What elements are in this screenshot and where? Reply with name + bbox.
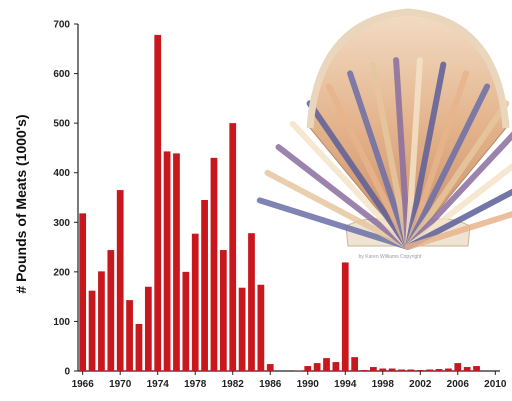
bar-1992 bbox=[323, 358, 330, 371]
x-tick-label: 1970 bbox=[109, 379, 132, 390]
y-tick-label: 400 bbox=[53, 168, 70, 179]
bar-1980 bbox=[210, 157, 218, 371]
bar-1984 bbox=[248, 233, 255, 371]
x-tick-label: 1998 bbox=[372, 379, 395, 390]
bar-1978 bbox=[191, 233, 199, 371]
bar-1996 bbox=[360, 370, 368, 371]
bar-1985 bbox=[257, 284, 265, 371]
bar-1968 bbox=[98, 271, 105, 371]
bar-1967 bbox=[88, 290, 96, 371]
bar-1997 bbox=[370, 367, 377, 371]
bar-2002 bbox=[416, 370, 424, 371]
bar-1993 bbox=[332, 362, 340, 371]
shell-rib bbox=[405, 83, 491, 250]
bar-1969 bbox=[107, 250, 115, 371]
bar-1966 bbox=[79, 213, 87, 371]
y-tick-label: 100 bbox=[53, 317, 70, 328]
y-axis-title: # Pounds of Meats (1000's) bbox=[13, 114, 29, 293]
x-tick-label: 1990 bbox=[297, 379, 320, 390]
bar-2004 bbox=[435, 369, 443, 371]
shell-rib bbox=[306, 100, 411, 250]
shell-rib bbox=[405, 57, 423, 250]
bar-1972 bbox=[135, 323, 143, 371]
shell-rib bbox=[405, 211, 512, 250]
bar-1989 bbox=[295, 370, 302, 371]
shell-rib bbox=[347, 70, 411, 250]
bar-1973 bbox=[144, 286, 152, 371]
x-tick-label: 1966 bbox=[72, 379, 95, 390]
bar-2007 bbox=[463, 367, 471, 371]
bar-2001 bbox=[407, 369, 415, 371]
shell-rib bbox=[405, 70, 469, 250]
x-tick-label: 1986 bbox=[259, 379, 282, 390]
shell-rib bbox=[289, 120, 411, 250]
y-tick-label: 0 bbox=[64, 367, 70, 378]
y-tick-label: 700 bbox=[53, 20, 70, 31]
bar-1991 bbox=[313, 363, 321, 371]
bar-1971 bbox=[126, 300, 133, 371]
bar-1994 bbox=[341, 262, 349, 371]
bar-1976 bbox=[173, 153, 180, 371]
y-tick-label: 300 bbox=[53, 218, 70, 229]
shell-rib bbox=[275, 144, 411, 250]
bar-1990 bbox=[304, 366, 312, 371]
shell-rib bbox=[405, 131, 512, 250]
y-axis-ticks: 0 100 200 300 400 500 600 700 bbox=[53, 20, 78, 378]
x-tick-label: 2006 bbox=[447, 379, 470, 390]
bar-1974 bbox=[154, 34, 162, 371]
bar-1999 bbox=[388, 368, 396, 371]
y-tick-label: 600 bbox=[53, 69, 70, 80]
x-tick-label: 1994 bbox=[334, 379, 357, 390]
x-tick-label: 1978 bbox=[184, 379, 207, 390]
y-tick-label: 200 bbox=[53, 267, 70, 278]
y-tick-label: 500 bbox=[53, 119, 70, 130]
shell-rim bbox=[306, 8, 510, 129]
scallop-shell-illustration bbox=[256, 8, 512, 250]
bar-1979 bbox=[201, 199, 208, 371]
bar-1983 bbox=[238, 287, 246, 371]
bar-2000 bbox=[398, 369, 405, 371]
x-tick-label: 1974 bbox=[147, 379, 170, 390]
shell-rib bbox=[405, 100, 510, 250]
bar-1975 bbox=[163, 151, 171, 371]
x-tick-label: 2010 bbox=[484, 379, 507, 390]
bar-2005 bbox=[445, 368, 452, 371]
shell-rib bbox=[369, 61, 411, 250]
bar-1986 bbox=[266, 364, 274, 371]
x-axis-ticks: 1966 1970 1974 1978 1982 1986 1990 1994 1998 2002… bbox=[72, 371, 507, 390]
bar-1995 bbox=[351, 357, 359, 371]
bar-1982 bbox=[229, 123, 237, 371]
shell-rib bbox=[325, 83, 411, 250]
shell-rib bbox=[256, 197, 411, 250]
x-tick-label: 2002 bbox=[409, 379, 432, 390]
shell-rib bbox=[405, 188, 512, 250]
bar-1970 bbox=[116, 190, 124, 371]
bar-1977 bbox=[182, 271, 190, 371]
shell-rib bbox=[393, 57, 411, 250]
shell-rib bbox=[405, 162, 512, 250]
bar-2008 bbox=[473, 366, 480, 371]
bar-series bbox=[79, 34, 480, 371]
shell-rib bbox=[405, 61, 447, 250]
shell-rib bbox=[264, 169, 411, 250]
bar-1998 bbox=[379, 368, 387, 371]
bar-2006 bbox=[454, 363, 462, 371]
bar-1981 bbox=[219, 250, 227, 371]
illustration-credit: by Karen Williams Copyright bbox=[359, 254, 422, 260]
bar-2003 bbox=[426, 369, 434, 371]
x-tick-label: 1982 bbox=[222, 379, 245, 390]
